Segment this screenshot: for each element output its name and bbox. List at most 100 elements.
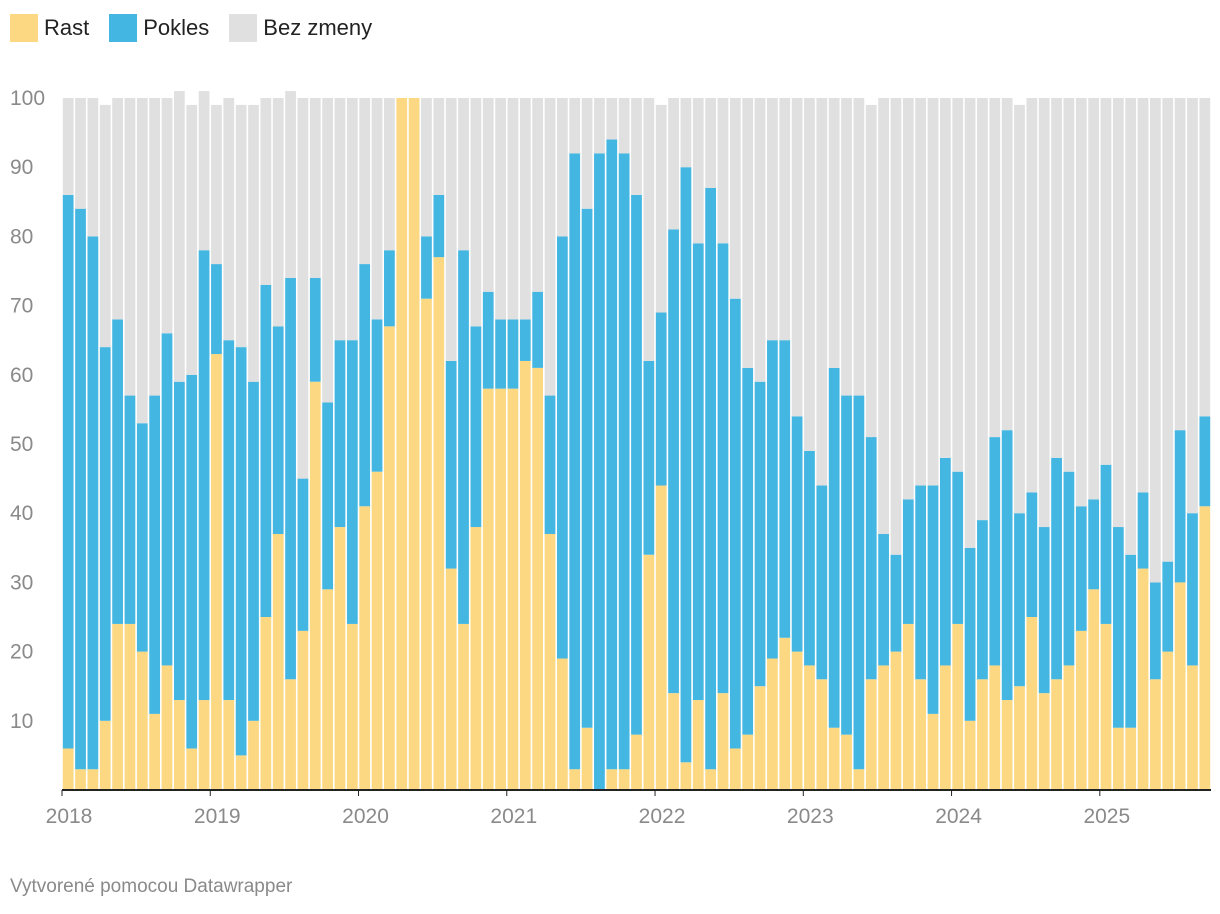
bar-bez-zmeny[interactable]: Bez zmeny: 41 (754, 98, 766, 382)
bar-rast[interactable]: Rast: 29 (1088, 589, 1099, 790)
bar-rast[interactable]: Rast: 6 (62, 748, 74, 790)
bar-pokles[interactable]: Pokles: 33 (124, 395, 136, 624)
bar-rast[interactable]: Rast: 58 (482, 388, 494, 790)
bar-rast[interactable]: Rast: 30 (1174, 582, 1186, 790)
bar-bez-zmeny[interactable]: Bez zmeny: 57 (1026, 98, 1038, 493)
bar-rast[interactable]: Rast: 10 (248, 720, 259, 790)
bar-rast[interactable]: Rast: 24 (1100, 623, 1112, 790)
bar-pokles[interactable]: Pokles: 25 (964, 547, 976, 721)
bar-bez-zmeny[interactable]: Bez zmeny: 38 (643, 98, 655, 361)
bar-pokles[interactable]: Pokles: 61 (556, 236, 568, 659)
bar-rast[interactable]: Rast: 13 (692, 700, 704, 790)
bar-pokles[interactable]: Pokles: 14 (482, 291, 494, 389)
bar-rast[interactable]: Rast: 24 (458, 623, 469, 790)
bar-pokles[interactable]: Pokles: 25 (1014, 513, 1025, 687)
bar-rast[interactable]: Rast: 32 (445, 568, 457, 790)
bar-rast[interactable]: Rast: 32 (1137, 568, 1149, 790)
bar-bez-zmeny[interactable]: Bez zmeny: 33 (272, 98, 284, 327)
bar-rast[interactable]: Rast: 100 (408, 98, 420, 790)
bar-bez-zmeny[interactable]: Bez zmeny: 52 (1051, 98, 1062, 458)
bar-bez-zmeny[interactable]: Bez zmeny: 55 (297, 98, 309, 479)
bar-bez-zmeny[interactable]: Bez zmeny: 39 (186, 104, 198, 375)
bar-bez-zmeny[interactable]: Bez zmeny: 14 (433, 98, 445, 195)
bar-pokles[interactable]: Pokles: 41 (346, 340, 358, 624)
bar-rast[interactable]: Rast: 63 (211, 354, 222, 790)
bar-pokles[interactable]: Pokles: 13 (211, 264, 222, 355)
bar-pokles[interactable]: Pokles: 18 (902, 499, 914, 624)
bar-bez-zmeny[interactable]: Bez zmeny: 33 (470, 98, 482, 327)
bar-bez-zmeny[interactable]: Bez zmeny: 21 (692, 98, 704, 244)
bar-rast[interactable]: Rast: 16 (816, 679, 828, 790)
bar-bez-zmeny[interactable]: Bez zmeny: 52 (939, 98, 951, 458)
bar-pokles[interactable]: Pokles: 89 (569, 153, 581, 770)
bar-bez-zmeny[interactable]: Bez zmeny: 43 (149, 98, 161, 396)
bar-pokles[interactable]: Pokles: 35 (359, 264, 371, 507)
bar-rast[interactable]: Rast: 3 (75, 769, 86, 790)
bar-rast[interactable]: Rast: 29 (322, 589, 333, 790)
bar-bez-zmeny[interactable]: Bez zmeny: 32 (371, 98, 383, 320)
bar-pokles[interactable]: Pokles: 15 (309, 277, 321, 382)
bar-bez-zmeny[interactable]: Bez zmeny: 14 (62, 98, 74, 195)
bar-rast[interactable]: Rast: 34 (643, 554, 655, 790)
bar-bez-zmeny[interactable]: Bez zmeny: 20 (87, 98, 99, 237)
bar-pokles[interactable]: Pokles: 10 (507, 319, 519, 389)
bar-bez-zmeny[interactable]: Bez zmeny: 43 (124, 98, 136, 396)
bar-pokles[interactable]: Pokles: 23 (1100, 464, 1112, 624)
bar-pokles[interactable]: Pokles: 27 (322, 402, 333, 590)
bar-bez-zmeny[interactable]: Bez zmeny: 35 (334, 98, 346, 341)
bar-bez-zmeny[interactable]: Bez zmeny: 58 (902, 98, 914, 500)
bar-pokles[interactable]: Pokles: 78 (631, 194, 642, 735)
bar-bez-zmeny[interactable]: Bez zmeny: 56 (816, 98, 828, 486)
bar-pokles[interactable]: Pokles: 28 (643, 360, 655, 555)
bar-bez-zmeny[interactable]: Bez zmeny: 44 (322, 98, 333, 403)
bar-rast[interactable]: Rast: 16 (915, 679, 927, 790)
bar-rast[interactable]: Rast: 58 (495, 388, 506, 790)
bar-pokles[interactable]: Pokles: 58 (285, 277, 296, 680)
bar-pokles[interactable]: Pokles: 33 (989, 437, 1001, 666)
bar-bez-zmeny[interactable]: Bez zmeny: 16 (581, 98, 593, 209)
bar-bez-zmeny[interactable]: Bez zmeny: 20 (556, 98, 568, 237)
bar-bez-zmeny[interactable]: Bez zmeny: 62 (1038, 98, 1050, 528)
bar-rast[interactable]: Rast: 20 (136, 651, 148, 790)
bar-pokles[interactable]: Pokles: 13 (1162, 561, 1174, 652)
bar-rast[interactable]: Rast: 41 (359, 506, 371, 790)
bar-rast[interactable]: Rast: 18 (1063, 665, 1075, 790)
bar-rast[interactable]: Rast: 25 (260, 617, 272, 790)
bar-rast[interactable]: Rast: 16 (865, 679, 877, 790)
bar-pokles[interactable]: Pokles: 23 (977, 520, 988, 680)
bar-rast[interactable]: Rast: 9 (1112, 727, 1124, 790)
bar-rast[interactable]: Rast: 5 (235, 755, 247, 790)
bar-rast[interactable]: Rast: 61 (532, 367, 544, 790)
bar-pokles[interactable]: Pokles: 92 (594, 153, 605, 791)
bar-bez-zmeny[interactable]: Bez zmeny: 21 (717, 98, 729, 244)
bar-pokles[interactable]: Pokles: 25 (655, 312, 667, 486)
bar-bez-zmeny[interactable]: Bez zmeny: 28 (482, 98, 494, 292)
bar-pokles[interactable]: Pokles: 81 (75, 208, 86, 770)
bar-rast[interactable]: Rast: 13 (173, 700, 185, 790)
bar-rast[interactable]: Rast: 18 (161, 665, 173, 790)
bar-bez-zmeny[interactable]: Bez zmeny: 20 (421, 98, 432, 237)
bar-rast[interactable]: Rast: 3 (853, 769, 865, 790)
bar-rast[interactable]: Rast: 3 (606, 769, 618, 790)
bar-rast[interactable]: Rast: 18 (989, 665, 1001, 790)
bar-pokles[interactable]: Pokles: 66 (692, 243, 704, 701)
bar-bez-zmeny[interactable]: Bez zmeny: 53 (1100, 98, 1112, 465)
bar-rast[interactable]: Rast: 37 (272, 533, 284, 790)
bar-rast[interactable]: Rast: 71 (421, 298, 432, 790)
bar-pokles[interactable]: Pokles: 84 (705, 187, 716, 770)
legend-item-bez-zmeny[interactable]: Bez zmeny (229, 14, 372, 42)
bar-bez-zmeny[interactable]: Bez zmeny: 30 (655, 104, 667, 313)
bar-pokles[interactable]: Pokles: 44 (112, 319, 123, 624)
bar-pokles[interactable]: Pokles: 29 (470, 326, 482, 528)
bar-rast[interactable]: Rast: 14 (717, 693, 729, 790)
bar-bez-zmeny[interactable]: Bez zmeny: 35 (235, 104, 247, 348)
bar-bez-zmeny[interactable]: Bez zmeny: 51 (804, 98, 815, 451)
bar-pokles[interactable]: Pokles: 49 (248, 381, 259, 721)
bar-pokles[interactable]: Pokles: 11 (1137, 492, 1149, 569)
bar-rast[interactable]: Rast: 3 (705, 769, 716, 790)
bar-rast[interactable]: Rast: 41 (1199, 506, 1211, 790)
bar-rast[interactable]: Rast: 14 (1038, 693, 1050, 790)
bar-rast[interactable]: Rast: 23 (297, 630, 309, 790)
bar-pokles[interactable]: Pokles: 6 (519, 319, 531, 361)
bar-pokles[interactable]: Pokles: 10 (495, 319, 506, 389)
